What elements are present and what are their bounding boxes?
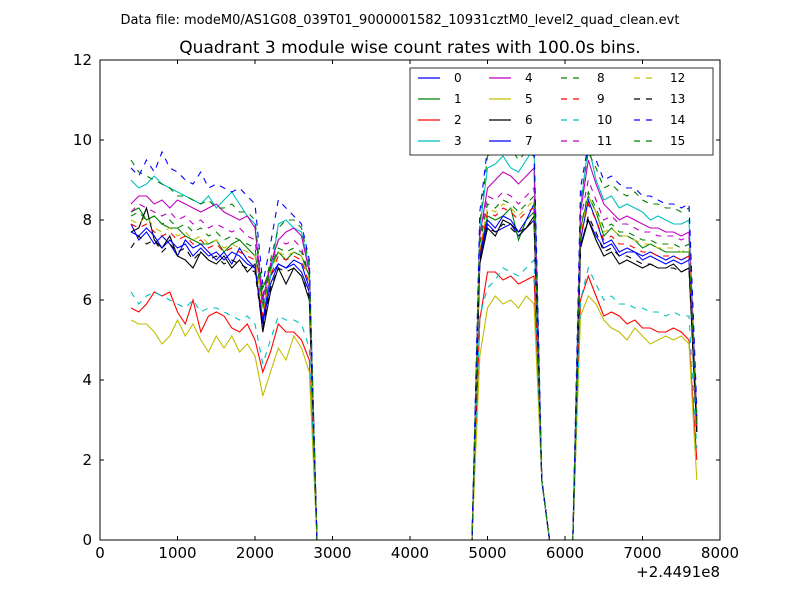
- legend-label-4: 4: [525, 71, 533, 85]
- legend-label-12: 12: [670, 71, 685, 85]
- legend-label-14: 14: [670, 113, 685, 127]
- y-tick-label: 6: [82, 291, 92, 309]
- legend-label-15: 15: [670, 134, 685, 148]
- x-tick-label: 2000: [236, 544, 274, 562]
- chart-title: Quadrant 3 module wise count rates with …: [179, 38, 640, 58]
- x-axis: 0 1000 2000 3000 4000 5000 6000 7000 8000: [95, 60, 739, 562]
- legend-label-11: 11: [597, 134, 612, 148]
- legend-label-0: 0: [454, 71, 462, 85]
- legend-label-7: 7: [525, 134, 533, 148]
- series-line-10: [130, 258, 698, 541]
- x-tick-label: 8000: [701, 544, 739, 562]
- legend-label-3: 3: [454, 134, 462, 148]
- legend-label-2: 2: [454, 113, 462, 127]
- series-line-14: [130, 135, 698, 541]
- y-tick-label: 4: [82, 371, 92, 389]
- legend-label-6: 6: [525, 113, 533, 127]
- legend-label-1: 1: [454, 92, 462, 106]
- legend-label-10: 10: [597, 113, 612, 127]
- legend-label-9: 9: [597, 92, 605, 106]
- y-tick-label: 2: [82, 451, 92, 469]
- x-tick-label: 6000: [546, 544, 584, 562]
- figure-suptitle: Data file: modeM0/AS1G08_039T01_90000015…: [121, 13, 680, 28]
- y-tick-label: 8: [82, 211, 92, 229]
- series-line-13: [130, 214, 698, 541]
- y-tick-label: 12: [73, 51, 92, 69]
- x-tick-label: 7000: [623, 544, 661, 562]
- x-tick-label: 4000: [391, 544, 429, 562]
- y-tick-label: 10: [73, 131, 92, 149]
- legend-label-5: 5: [525, 92, 533, 106]
- legend-label-13: 13: [670, 92, 685, 106]
- x-tick-label: 3000: [313, 544, 351, 562]
- x-offset-label: +2.4491e8: [636, 563, 720, 581]
- x-tick-label: 1000: [158, 544, 196, 562]
- x-tick-label: 5000: [468, 544, 506, 562]
- y-tick-label: 0: [82, 531, 92, 549]
- x-tick-label: 0: [95, 544, 105, 562]
- legend-label-8: 8: [597, 71, 605, 85]
